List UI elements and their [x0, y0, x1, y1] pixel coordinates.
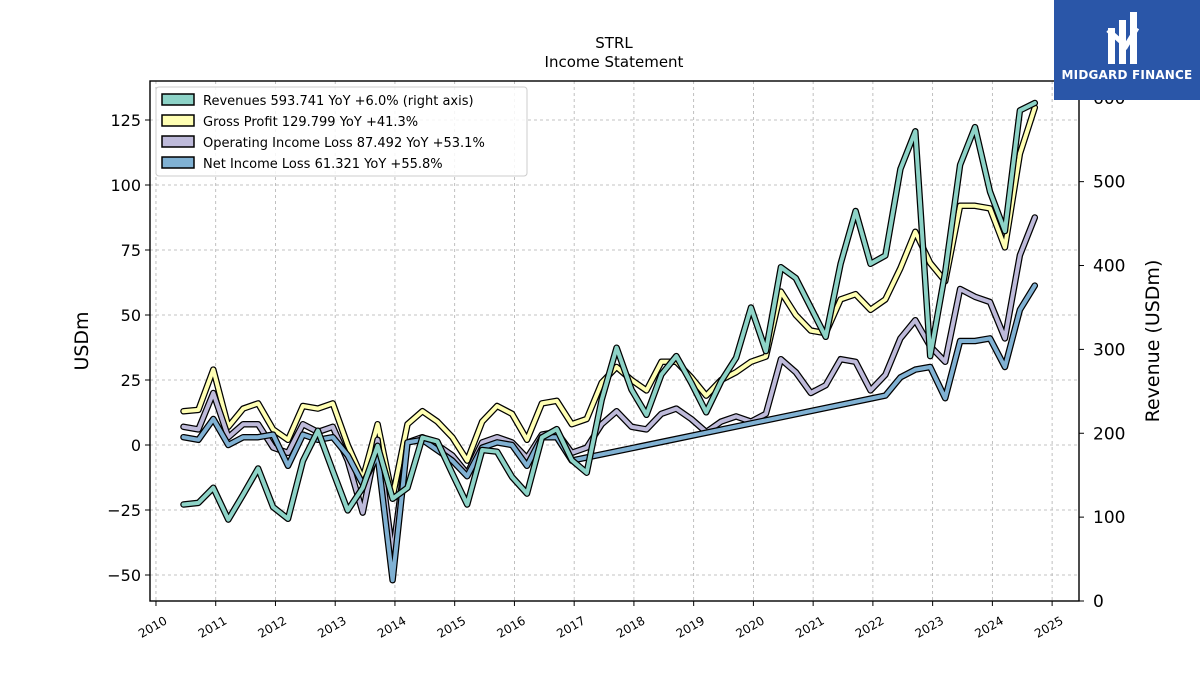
legend-label: Gross Profit 129.799 YoY +41.3% [203, 115, 418, 130]
legend-swatch [161, 114, 195, 127]
legend-label: Revenues 593.741 YoY +6.0% (right axis) [203, 94, 474, 109]
x-tick-label: 2010 [136, 613, 169, 640]
x-tick-label: 2024 [972, 613, 1005, 640]
left-tick-label: 50 [121, 306, 141, 325]
x-tick-label: 2014 [375, 613, 408, 640]
y-axis-label-left: USDm [71, 311, 93, 370]
plot-frame [149, 80, 1080, 602]
x-tick-label: 2018 [614, 613, 647, 640]
legend-swatch [161, 135, 195, 148]
legend: Revenues 593.741 YoY +6.0% (right axis) G… [155, 86, 528, 177]
legend-swatch [161, 156, 195, 169]
x-tick-label: 2013 [315, 613, 348, 640]
right-tick-label: 100 [1093, 508, 1125, 528]
left-axis: −50 −25 0 25 50 75 100 125 [107, 111, 150, 585]
right-tick-label: 500 [1093, 173, 1125, 193]
x-tick-label: 2022 [853, 613, 886, 640]
right-axis: 0100200300400500600 [1079, 89, 1125, 612]
series-outline-operating-income-loss [180, 214, 1039, 558]
legend-label: Net Income Loss 61.321 YoY +55.8% [203, 157, 443, 172]
series-line-net-income-loss [181, 283, 1037, 583]
y-axis-label-right: Revenue (USDm) [1142, 260, 1164, 423]
midgard-logo-icon [1106, 12, 1140, 64]
x-tick-label: 2020 [733, 613, 766, 640]
left-tick-label: 100 [110, 176, 141, 195]
right-tick-label: 200 [1093, 424, 1125, 444]
x-tick-label: 2021 [793, 613, 826, 640]
x-tick-label: 2023 [913, 613, 946, 640]
chart-subtitle: Income Statement [545, 53, 684, 71]
left-tick-label: −50 [107, 566, 141, 585]
series-line-revenues [181, 101, 1037, 522]
left-tick-label: 0 [131, 436, 141, 455]
left-tick-label: 75 [121, 241, 141, 260]
legend-swatch [161, 93, 195, 106]
right-tick-label: 400 [1093, 257, 1125, 277]
x-tick-label: 2012 [256, 613, 289, 640]
right-tick-label: 300 [1093, 340, 1125, 360]
legend-label: Operating Income Loss 87.492 YoY +53.1% [203, 136, 485, 151]
chart-title: STRL [595, 34, 633, 52]
x-tick-label: 2019 [674, 613, 707, 640]
legend-frame [155, 86, 528, 177]
series-line-operating-income-loss [181, 215, 1037, 557]
midgard-finance-logo: MIDGARD FINANCE [1054, 0, 1200, 100]
x-tick-label: 2025 [1032, 613, 1065, 640]
x-tick-label: 2016 [494, 613, 527, 640]
x-tick-label: 2011 [196, 613, 229, 640]
left-tick-label: 25 [121, 371, 141, 390]
logo-text: MIDGARD FINANCE [1061, 68, 1193, 82]
x-axis: 2010 2011 2012 2013 2014 2015 2016 2017 2018 2019… [136, 601, 1066, 641]
right-tick-label: 0 [1093, 592, 1104, 612]
series-lines [180, 99, 1039, 584]
left-tick-label: −25 [107, 501, 141, 520]
left-tick-label: 125 [110, 111, 141, 130]
x-tick-label: 2015 [435, 613, 468, 640]
x-tick-label: 2017 [554, 613, 587, 640]
